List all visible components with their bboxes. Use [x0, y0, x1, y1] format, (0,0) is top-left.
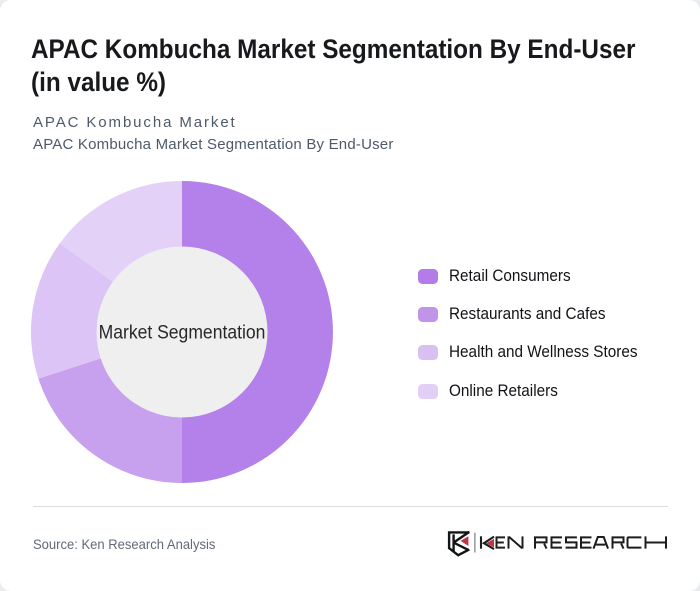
svg-text:Market Segmentation: Market Segmentation — [99, 321, 266, 343]
